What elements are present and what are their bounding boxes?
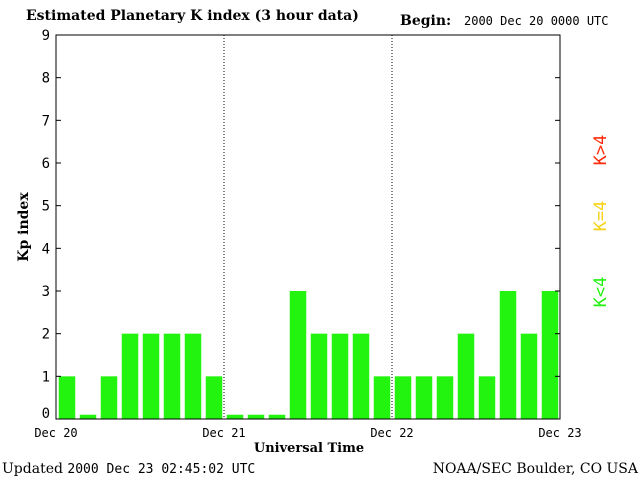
kp-bar [268,414,286,419]
legend-item: K>4 [591,134,611,166]
y-tick-label: 2 [42,327,50,343]
kp-bar [352,333,370,419]
kp-bar [163,333,181,419]
x-tick-label: Dec 23 [538,426,581,440]
x-axis-label: Universal Time [254,441,364,456]
kp-bar [58,376,76,419]
kp-bar [373,376,391,419]
kp-bar [247,414,265,419]
data-source: NOAA/SEC Boulder, CO USA [432,461,638,477]
kp-bar [457,333,475,419]
x-tick-label: Dec 21 [202,426,245,440]
begin-value: 2000 Dec 20 0000 UTC [464,14,609,28]
legend-item: K=4 [591,200,611,232]
y-tick-label: 7 [42,113,50,129]
y-tick-label: 1 [42,369,50,385]
kp-bar [226,414,244,419]
kp-bar [100,376,118,419]
y-tick-label: 0 [42,406,50,422]
x-tick-label: Dec 22 [370,426,413,440]
updated-timestamp: Updated 2000 Dec 23 02:45:02 UTC [2,461,255,477]
kp-bar [394,376,412,419]
kp-bar [478,376,496,419]
x-tick-label: Dec 20 [34,426,77,440]
kp-bar [310,333,328,419]
updated-value: 2000 Dec 23 02:45:02 UTC [67,462,256,477]
kp-bar [184,333,202,419]
kp-bar [205,376,223,419]
y-tick-label: 5 [42,199,50,215]
kp-bar [415,376,433,419]
y-tick-label: 3 [42,284,50,300]
y-tick-label: 8 [42,71,50,87]
begin-label: Begin: [400,13,452,29]
legend-item: K<4 [591,276,611,308]
y-axis-label: Kp index [16,192,32,262]
y-tick-label: 6 [42,156,50,172]
y-tick-label: 4 [42,241,50,257]
kp-bar [79,414,97,419]
kp-bar [331,333,349,419]
y-tick-label: 9 [42,28,50,44]
kp-bar [499,291,517,419]
kp-bar [142,333,160,419]
kp-bar [520,333,538,419]
kp-bar [541,291,559,419]
kp-bar [436,376,454,419]
chart-title: Estimated Planetary K index (3 hour data… [26,8,359,24]
kp-bar [289,291,307,419]
updated-label: Updated [2,461,63,477]
plot-frame [55,34,561,420]
kp-bar [121,333,139,419]
